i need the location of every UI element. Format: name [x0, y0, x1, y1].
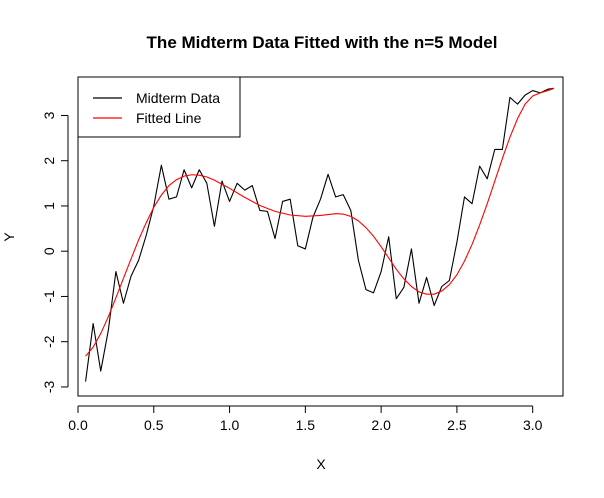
- x-tick-label: 1.5: [296, 417, 316, 433]
- legend-label-midterm-data: Midterm Data: [136, 90, 220, 106]
- y-axis-label: Y: [1, 232, 17, 242]
- x-axis: 0.0 0.5 1.0 1.5 2.0 2.5 3.0: [68, 405, 543, 433]
- x-tick-label: 0.0: [68, 417, 88, 433]
- y-tick-label: 0: [41, 247, 57, 255]
- legend-label-fitted-line: Fitted Line: [136, 110, 202, 126]
- x-tick-label: 0.5: [144, 417, 164, 433]
- legend-box: [77, 76, 241, 138]
- y-tick-label: -2: [41, 335, 57, 348]
- y-tick-label: -1: [41, 290, 57, 303]
- x-tick-label: 2.0: [371, 417, 391, 433]
- series-line-fitted-line: [85, 87, 555, 357]
- plot-area-border: [77, 76, 564, 397]
- x-tick-label: 3.0: [523, 417, 543, 433]
- series-layer: [85, 87, 555, 382]
- y-tick-label: 3: [41, 111, 57, 119]
- x-axis-label: X: [316, 456, 326, 472]
- series-line-midterm-data: [85, 87, 554, 382]
- x-tick-label: 1.0: [220, 417, 240, 433]
- legend: Midterm Data Fitted Line: [77, 76, 241, 138]
- y-tick-label: -3: [41, 381, 57, 394]
- y-tick-label: 1: [41, 202, 57, 210]
- x-tick-label: 2.5: [447, 417, 467, 433]
- y-axis: -3 -2 -1 0 1 2 3: [41, 111, 69, 394]
- y-tick-label: 2: [41, 157, 57, 165]
- chart-title: The Midterm Data Fitted with the n=5 Mod…: [147, 33, 498, 52]
